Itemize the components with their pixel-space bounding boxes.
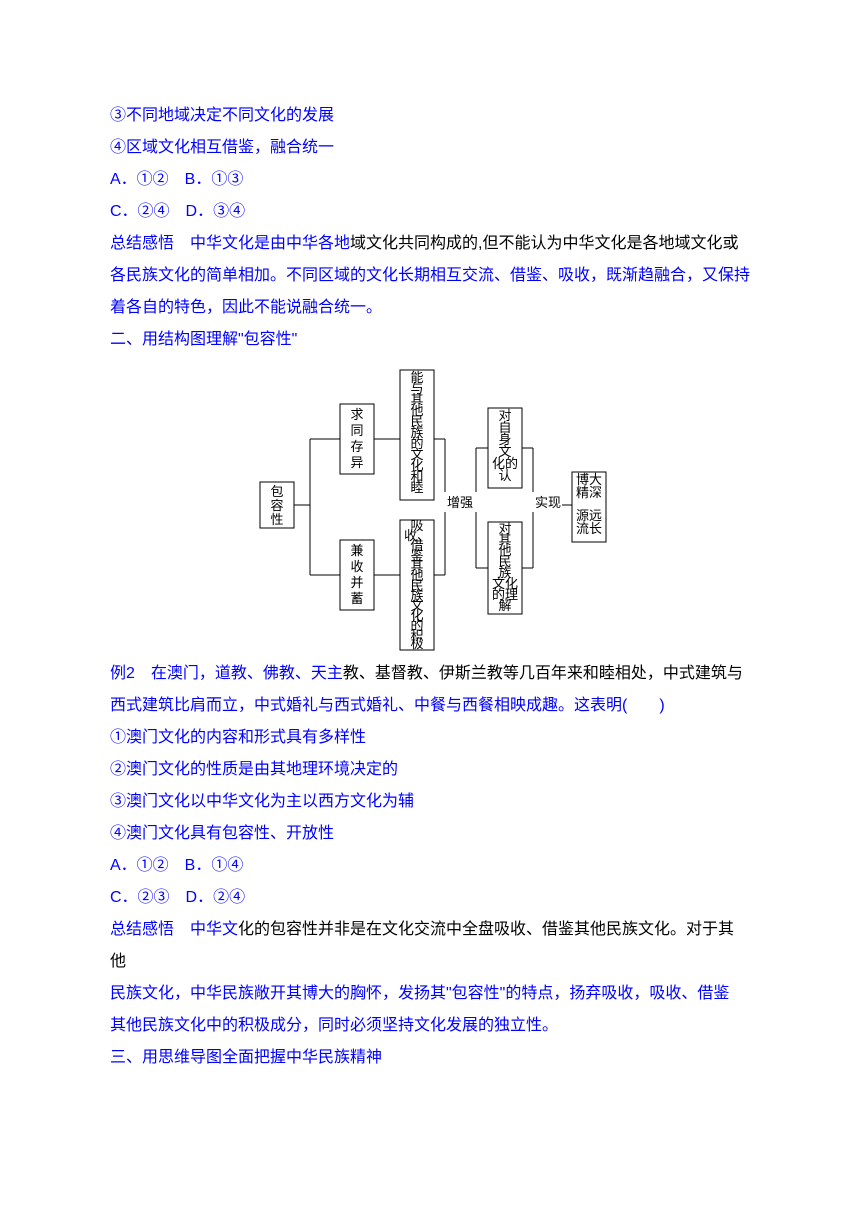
svg-text:并: 并 (350, 575, 363, 590)
svg-text:蓄: 蓄 (350, 591, 363, 606)
options-ab: A．①② B．①③ (110, 164, 750, 196)
example-2-black: 教、基督教、伊斯兰教等几百年来和睦相处，中式建筑与 (343, 665, 743, 682)
svg-text:认: 认 (498, 468, 511, 483)
svg-text:异: 异 (350, 455, 363, 470)
svg-text:兼: 兼 (350, 543, 363, 558)
svg-text:睦: 睦 (410, 480, 423, 495)
summary-1: 总结感悟 中华文化是由中华各地域文化共同构成的,但不能认为中华文化是各地域文化或 (110, 228, 750, 260)
statement-3: ③不同地域决定不同文化的发展 (110, 100, 750, 132)
summary-1-line2: 各民族文化的简单相加。不同区域的文化长期相互交流、借鉴、吸收，既渐趋融合，又保持 (110, 260, 750, 292)
example-2-part-a: 例2 在澳门，道教、佛教、天主 (110, 665, 343, 682)
svg-text:包: 包 (270, 484, 283, 499)
svg-text:求: 求 (350, 407, 363, 422)
options-cd-2: C．②③ D．②④ (110, 882, 750, 914)
svg-text:同: 同 (350, 423, 363, 438)
summary-2-line2: 民族文化，中华民族敞开其博大的胸怀，发扬其"包容性"的特点，扬弃吸收，吸收、借鉴 (110, 978, 750, 1010)
section-2-title: 二、用结构图理解"包容性" (110, 324, 750, 356)
statement-3b: ③澳门文化以中华文化为主以西方文化为辅 (110, 786, 750, 818)
svg-text:极: 极 (410, 636, 423, 651)
svg-text:增强: 增强 (447, 495, 473, 510)
section-3-title: 三、用思维导图全面把握中华民族精神 (110, 1042, 750, 1074)
statement-1b: ①澳门文化的内容和形式具有多样性 (110, 722, 750, 754)
statement-2b: ②澳门文化的性质是由其地理环境决定的 (110, 754, 750, 786)
inclusiveness-diagram: 包 容 性 求 同 存 异 兼 收 并 蓄 能 与 其 他 民 族 的 文 化 … (250, 362, 610, 652)
svg-text:存: 存 (350, 439, 363, 454)
svg-text:性: 性 (270, 512, 283, 527)
summary-2-part-a: 总结感悟 中华文 (110, 921, 238, 938)
example-2-line2: 西式建筑比肩而立，中式婚礼与西式婚礼、中餐与西餐相映成趣。这表明( ) (110, 690, 750, 722)
svg-text:精深: 精深 (576, 485, 602, 500)
svg-text:容: 容 (270, 498, 283, 513)
statement-4b: ④澳门文化具有包容性、开放性 (110, 818, 750, 850)
summary-2: 总结感悟 中华文化的包容性并非是在文化交流中全盘吸收、借鉴其他民族文化。对于其他 (110, 914, 750, 978)
example-2: 例2 在澳门，道教、佛教、天主教、基督教、伊斯兰教等几百年来和睦相处，中式建筑与 (110, 658, 750, 690)
statement-4: ④区域文化相互借鉴，融合统一 (110, 132, 750, 164)
summary-1-part-a: 总结感悟 中华文化是由中华各地 (110, 235, 350, 252)
summary-2-line3: 其他民族文化中的积极成分，同时必须坚持文化发展的独立性。 (110, 1010, 750, 1042)
svg-text:解: 解 (498, 598, 511, 613)
summary-1-black: 域文化共同构成的,但不能认为中华文化是各地域文化或 (350, 235, 738, 252)
options-cd: C．②④ D．③④ (110, 196, 750, 228)
summary-1-line3: 着各自的特色，因此不能说融合统一。 (110, 292, 750, 324)
svg-text:流长: 流长 (576, 521, 602, 536)
svg-text:收: 收 (350, 559, 363, 574)
svg-text:实现: 实现 (535, 495, 561, 510)
options-ab-2: A．①② B．①④ (110, 850, 750, 882)
diagram-container: 包 容 性 求 同 存 异 兼 收 并 蓄 能 与 其 他 民 族 的 文 化 … (110, 362, 750, 652)
